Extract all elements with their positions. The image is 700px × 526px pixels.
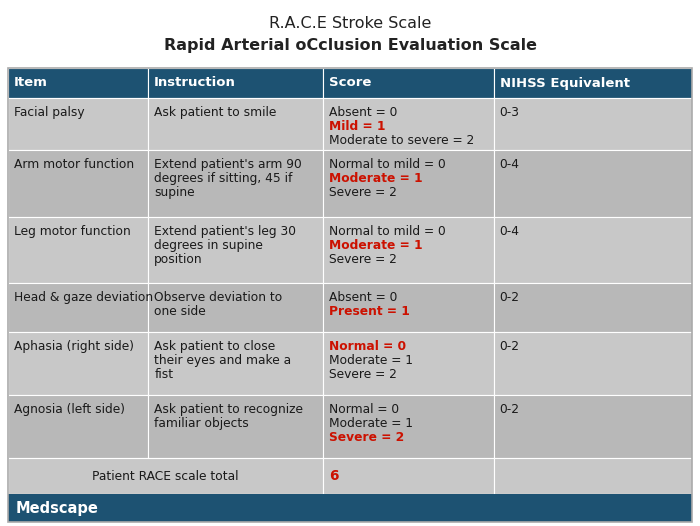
Bar [494,332,692,395]
Text: Ask patient to recognize: Ask patient to recognize [154,403,303,416]
Bar [8,68,692,522]
Text: Absent = 0: Absent = 0 [328,106,397,119]
Text: Moderate = 1: Moderate = 1 [328,172,422,185]
Text: Arm motor function: Arm motor function [14,158,134,171]
Bar [8,458,323,494]
Text: their eyes and make a: their eyes and make a [154,354,291,367]
Text: fist: fist [154,368,174,381]
Text: Normal = 0: Normal = 0 [328,403,399,416]
Bar [494,98,692,150]
Text: Normal to mild = 0: Normal to mild = 0 [328,158,445,171]
Text: 0-2: 0-2 [500,291,519,305]
Text: Rapid Arterial oCclusion Evaluation Scale: Rapid Arterial oCclusion Evaluation Scal… [164,38,536,53]
Bar [323,68,493,98]
Text: Moderate = 1: Moderate = 1 [328,417,412,430]
Text: Observe deviation to: Observe deviation to [154,291,283,305]
Bar [148,98,323,150]
Bar [8,395,148,458]
Bar [8,332,148,395]
Text: NIHSS Equivalent: NIHSS Equivalent [500,76,629,89]
Text: Extend patient's arm 90: Extend patient's arm 90 [154,158,302,171]
Text: Present = 1: Present = 1 [328,306,409,318]
Bar [323,284,493,332]
Bar [8,150,148,217]
Text: Facial palsy: Facial palsy [14,106,85,119]
Text: Normal = 0: Normal = 0 [328,340,406,353]
Bar [148,332,323,395]
Text: R.A.C.E Stroke Scale: R.A.C.E Stroke Scale [269,16,431,31]
Bar [148,284,323,332]
Bar [494,458,692,494]
Bar [8,217,148,284]
Bar [494,217,692,284]
Text: 6: 6 [328,469,338,483]
Text: Severe = 2: Severe = 2 [328,253,396,266]
Text: Moderate to severe = 2: Moderate to severe = 2 [328,134,474,147]
Bar [8,98,148,150]
Text: 0-3: 0-3 [500,106,519,119]
Text: 0-4: 0-4 [500,158,519,171]
Text: Ask patient to close: Ask patient to close [154,340,276,353]
Bar [8,284,148,332]
Text: one side: one side [154,306,206,318]
Bar [323,458,493,494]
Bar [494,395,692,458]
Bar [8,494,692,522]
Bar [494,284,692,332]
Text: Patient RACE scale total: Patient RACE scale total [92,470,239,482]
Text: Absent = 0: Absent = 0 [328,291,397,305]
Bar [323,98,493,150]
Text: Extend patient's leg 30: Extend patient's leg 30 [154,225,296,238]
Text: Severe = 2: Severe = 2 [328,368,396,381]
Text: 0-2: 0-2 [500,403,519,416]
Text: Ask patient to smile: Ask patient to smile [154,106,276,119]
Bar [323,332,493,395]
Bar [148,68,323,98]
Bar [323,217,493,284]
Bar [323,150,493,217]
Text: Moderate = 1: Moderate = 1 [328,239,422,252]
Bar [494,150,692,217]
Bar [148,217,323,284]
Text: Severe = 2: Severe = 2 [328,431,404,444]
Text: Instruction: Instruction [154,76,236,89]
Text: degrees in supine: degrees in supine [154,239,263,252]
Text: Item: Item [14,76,48,89]
Text: Severe = 2: Severe = 2 [328,186,396,199]
Text: Score: Score [328,76,371,89]
Text: Head & gaze deviation: Head & gaze deviation [14,291,153,305]
Text: Aphasia (right side): Aphasia (right side) [14,340,134,353]
Text: Medscape: Medscape [16,501,99,515]
Text: position: position [154,253,203,266]
Bar [148,150,323,217]
Text: Agnosia (left side): Agnosia (left side) [14,403,125,416]
Text: degrees if sitting, 45 if: degrees if sitting, 45 if [154,172,293,185]
Text: familiar objects: familiar objects [154,417,249,430]
Bar [148,395,323,458]
Text: supine: supine [154,186,195,199]
Bar [8,68,148,98]
Text: Mild = 1: Mild = 1 [328,120,385,133]
Bar [323,395,493,458]
Text: Leg motor function: Leg motor function [14,225,131,238]
Text: Moderate = 1: Moderate = 1 [328,354,412,367]
Text: 0-4: 0-4 [500,225,519,238]
Text: 0-2: 0-2 [500,340,519,353]
Text: Normal to mild = 0: Normal to mild = 0 [328,225,445,238]
Bar [494,68,692,98]
